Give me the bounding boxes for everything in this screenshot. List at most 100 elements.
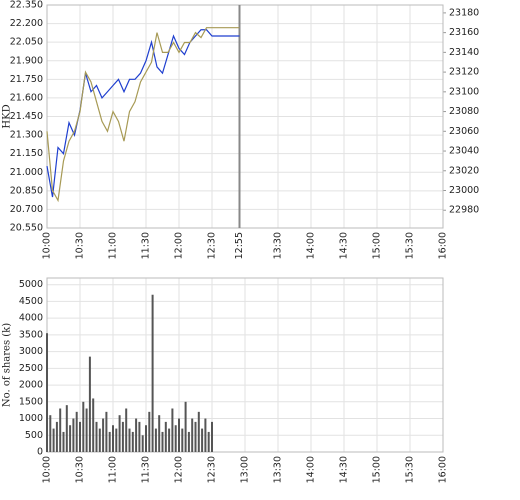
volume-bar <box>204 418 207 452</box>
volume-bar <box>131 431 134 452</box>
volume-bar <box>154 428 157 452</box>
y-tick-label: 20.700 <box>10 204 43 215</box>
x-tick-label: 12:00 <box>174 232 185 259</box>
volume-bar <box>125 408 128 452</box>
x-tick-label: 13:00 <box>240 456 251 483</box>
x-tick-label: 15:30 <box>405 456 416 483</box>
volume-bar <box>95 421 98 452</box>
y2-tick-label: 23020 <box>449 165 479 176</box>
x-tick-label: 10:30 <box>75 232 86 259</box>
volume-bar <box>65 405 68 452</box>
y-tick-label: 500 <box>25 430 43 441</box>
y2-tick-label: 23180 <box>449 7 479 18</box>
volume-bar <box>118 415 121 452</box>
y-tick-label: 21.450 <box>10 111 43 122</box>
price-line <box>46 27 240 203</box>
volume-bar <box>145 425 147 452</box>
y-tick-label: 2500 <box>19 363 43 374</box>
volume-bar <box>158 415 161 452</box>
volume-bar <box>85 408 88 452</box>
volume-bar <box>59 408 62 452</box>
x-tick-label: 11:00 <box>108 456 119 483</box>
y-tick-label: 21.600 <box>10 92 43 103</box>
y2-tick-label: 23000 <box>449 185 479 196</box>
volume-bar <box>174 425 177 452</box>
volume-bar <box>207 431 210 452</box>
y2-tick-label: 23120 <box>449 67 479 78</box>
y-tick-label: 21.300 <box>10 130 43 141</box>
y2-tick-label: 22980 <box>449 205 479 216</box>
x-tick-label: 10:30 <box>75 456 86 483</box>
y-tick-label: 21.750 <box>10 74 43 85</box>
volume-bar <box>148 411 151 452</box>
x-tick-label: 13:30 <box>273 456 284 483</box>
x-tick-label: 14:00 <box>306 456 317 483</box>
volume-bar <box>178 418 180 452</box>
volume-bar <box>168 428 171 452</box>
plot-frame <box>46 4 444 229</box>
y-axis-label: HKD <box>2 104 13 128</box>
volume-bar <box>105 411 108 452</box>
y-tick-label: 22.200 <box>10 18 43 29</box>
y-axis-label: No. of shares (k) <box>2 323 13 407</box>
x-tick-label: 14:30 <box>339 232 350 259</box>
volume-bar <box>164 421 167 452</box>
y2-tick-label: 23060 <box>449 126 479 137</box>
volume-bar <box>194 421 197 452</box>
y-tick-label: 2000 <box>19 380 43 391</box>
y2-tick-label: 23140 <box>449 47 479 58</box>
x-tick-label: 13:30 <box>273 232 284 259</box>
y-tick-label: 1500 <box>19 396 43 407</box>
volume-bar <box>108 431 111 452</box>
y2-tick-label: 23160 <box>449 27 479 38</box>
y-tick-label: 3000 <box>19 346 43 357</box>
y-tick-label: 22.050 <box>10 37 43 48</box>
volume-bar <box>102 418 105 452</box>
y-tick-label: 4500 <box>19 296 43 307</box>
volume-bar <box>69 425 72 452</box>
x-tick-label: 12:30 <box>207 232 218 259</box>
y-tick-label: 22.350 <box>10 0 43 11</box>
x-tick-label: 12:55 <box>234 232 245 259</box>
x-tick-label: 14:30 <box>339 456 350 483</box>
volume-bar <box>171 408 174 452</box>
y-tick-label: 20.850 <box>10 185 43 196</box>
volume-bar <box>181 428 184 452</box>
x-tick-label: 10:00 <box>42 456 53 483</box>
x-tick-label: 16:00 <box>438 456 449 483</box>
volume-bar <box>55 421 58 452</box>
volume-bar <box>201 428 204 452</box>
y-tick-label: 3500 <box>19 329 43 340</box>
volume-bar <box>62 431 65 452</box>
volume-bar <box>128 428 131 452</box>
y2-tick-label: 23080 <box>449 106 479 117</box>
y-tick-label: 5000 <box>19 279 43 290</box>
x-tick-label: 15:00 <box>372 232 383 259</box>
volume-bar <box>75 411 78 452</box>
y-tick-label: 0 <box>37 447 43 458</box>
volume-bar <box>151 294 154 452</box>
y2-tick-label: 23100 <box>449 86 479 97</box>
y-tick-label: 21.900 <box>10 55 43 66</box>
y-tick-label: 20.550 <box>10 223 43 234</box>
volume-bar <box>121 421 124 452</box>
price-line <box>46 29 240 198</box>
volume-bar <box>82 401 85 452</box>
x-tick-label: 12:30 <box>207 456 218 483</box>
volume-bar <box>197 411 200 452</box>
x-tick-label: 12:00 <box>174 456 185 483</box>
volume-bar <box>88 356 91 452</box>
y-tick-label: 1000 <box>19 413 43 424</box>
x-tick-label: 11:30 <box>141 456 152 483</box>
volume-bar <box>98 428 101 452</box>
volume-bar <box>49 415 52 452</box>
volume-bar <box>211 421 213 452</box>
volume-bar <box>138 421 141 452</box>
y2-tick-label: 23040 <box>449 146 479 157</box>
x-tick-label: 15:00 <box>372 456 383 483</box>
x-tick-label: 10:00 <box>42 232 53 259</box>
x-tick-label: 16:00 <box>438 232 449 259</box>
y-tick-label: 21.000 <box>10 167 43 178</box>
volume-bar <box>52 428 55 452</box>
